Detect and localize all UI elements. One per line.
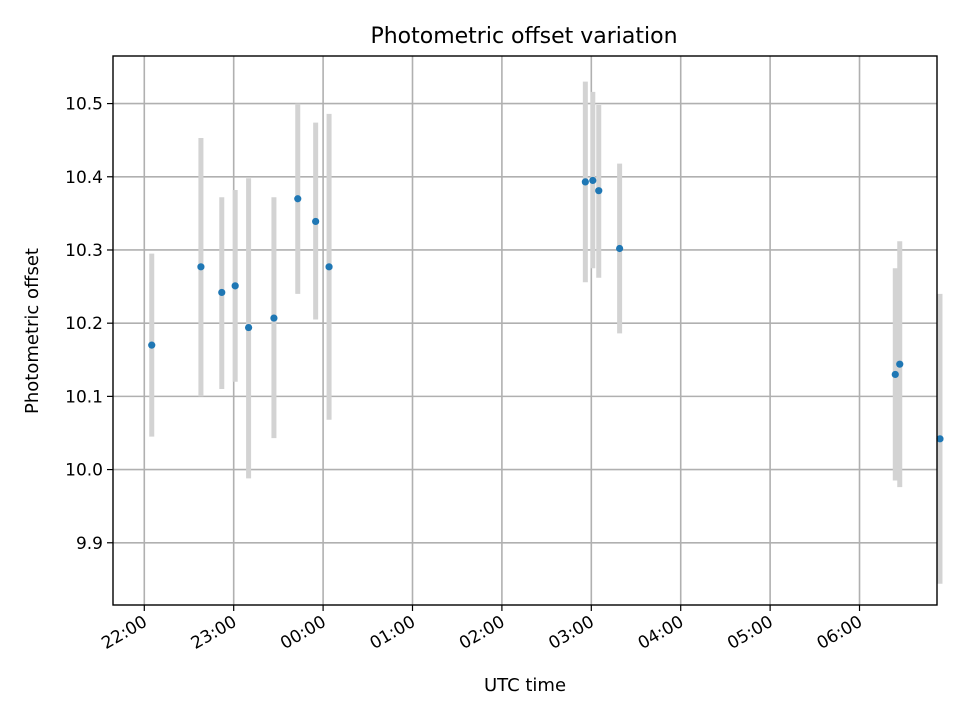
data-point bbox=[294, 195, 302, 203]
data-point bbox=[231, 282, 239, 290]
data-point bbox=[312, 217, 320, 226]
data-point bbox=[581, 178, 589, 186]
y-tick-label: 10.1 bbox=[65, 387, 103, 407]
data-point bbox=[244, 323, 253, 332]
data-point bbox=[270, 314, 278, 322]
grid bbox=[113, 56, 937, 605]
y-tick-label: 9.9 bbox=[76, 534, 103, 554]
chart-title: Photometric offset variation bbox=[370, 24, 677, 49]
y-tick-label: 10.2 bbox=[65, 314, 103, 334]
data-point bbox=[148, 341, 156, 349]
y-tick-label: 10.0 bbox=[65, 461, 103, 481]
data-point bbox=[595, 187, 603, 195]
data-point bbox=[218, 288, 226, 297]
y-axis-label: Photometric offset bbox=[22, 248, 43, 414]
data-point bbox=[197, 263, 205, 271]
y-tick-label: 10.4 bbox=[65, 168, 103, 188]
data-point bbox=[896, 360, 904, 368]
data-point bbox=[589, 176, 597, 185]
data-point bbox=[325, 263, 333, 271]
y-tick-label: 10.5 bbox=[65, 95, 103, 115]
y-tick-label: 10.3 bbox=[65, 241, 103, 261]
data-point bbox=[936, 435, 944, 443]
data-point bbox=[891, 370, 899, 379]
data-point bbox=[616, 244, 624, 253]
data-points bbox=[148, 176, 944, 443]
plot-frame bbox=[112, 55, 938, 606]
x-axis-label: UTC time bbox=[484, 675, 566, 696]
